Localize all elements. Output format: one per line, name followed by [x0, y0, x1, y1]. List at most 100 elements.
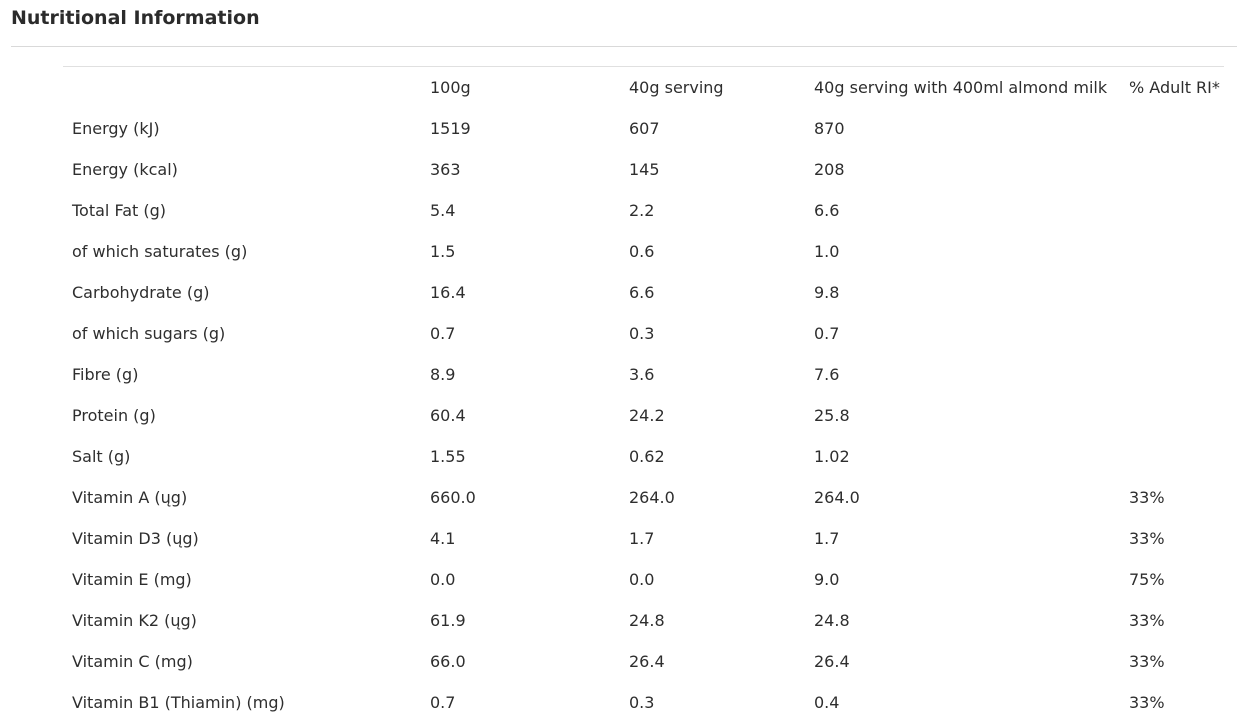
- table-row: Fibre (g) 8.9 3.6 7.6: [63, 354, 1224, 395]
- header-serving-with-milk: 40g serving with 400ml almond milk: [814, 78, 1108, 97]
- value-per-100g-cell: 60.4: [430, 406, 466, 425]
- value-per-serving-cell: 607: [629, 119, 660, 138]
- table-row: Vitamin A (ųg) 660.0 264.0 264.0 33%: [63, 477, 1224, 518]
- header-per-100g: 100g: [430, 78, 471, 97]
- nutrition-table-body: Energy (kJ) 1519 607 870 Energy (kcal) 363 145…: [63, 108, 1224, 723]
- table-row: Vitamin D3 (ųg) 4.1 1.7 1.7 33%: [63, 518, 1224, 559]
- value-per-serving-cell: 0.6: [629, 242, 655, 261]
- value-per-serving-cell: 0.3: [629, 324, 655, 343]
- table-row: Total Fat (g) 5.4 2.2 6.6: [63, 190, 1224, 231]
- value-per-100g-cell: 16.4: [430, 283, 466, 302]
- table-row: Vitamin B1 (Thiamin) (mg) 0.7 0.3 0.4 33%: [63, 682, 1224, 723]
- value-adult-ri-cell: [1120, 354, 1224, 395]
- value-adult-ri-cell: [1120, 436, 1224, 477]
- header-adult-ri: % Adult RI*: [1129, 78, 1220, 97]
- value-serving-with-milk-cell: 6.6: [814, 201, 840, 220]
- value-adult-ri-cell: [1120, 395, 1224, 436]
- value-per-100g-cell: 0.0: [430, 570, 456, 589]
- value-serving-with-milk-cell: 9.8: [814, 283, 840, 302]
- nutrient-name-cell: Vitamin C (mg): [72, 652, 193, 671]
- value-serving-with-milk-cell: 1.02: [814, 447, 850, 466]
- nutrient-name-cell: Vitamin K2 (ųg): [72, 611, 197, 630]
- section-title: Nutritional Information: [11, 7, 260, 29]
- value-per-serving-cell: 0.62: [629, 447, 665, 466]
- nutrient-name-cell: Vitamin D3 (ųg): [72, 529, 199, 548]
- value-serving-with-milk-cell: 0.7: [814, 324, 840, 343]
- value-per-100g-cell: 1.5: [430, 242, 456, 261]
- value-adult-ri-cell: [1120, 108, 1224, 149]
- table-header-row: 100g 40g serving 40g serving with 400ml …: [63, 67, 1224, 108]
- nutrient-name-cell: Carbohydrate (g): [72, 283, 210, 302]
- nutrient-name-cell: Total Fat (g): [72, 201, 166, 220]
- value-per-100g-cell: 660.0: [430, 488, 476, 507]
- table-row: Protein (g) 60.4 24.2 25.8: [63, 395, 1224, 436]
- value-serving-with-milk-cell: 1.7: [814, 529, 840, 548]
- value-per-serving-cell: 24.8: [629, 611, 665, 630]
- nutrient-name-cell: Energy (kJ): [72, 119, 160, 138]
- value-serving-with-milk-cell: 264.0: [814, 488, 860, 507]
- value-per-serving-cell: 26.4: [629, 652, 665, 671]
- value-adult-ri-cell: [1120, 149, 1224, 190]
- nutrient-name-cell: Protein (g): [72, 406, 156, 425]
- table-top-divider: [63, 66, 1224, 67]
- table-row: Vitamin C (mg) 66.0 26.4 26.4 33%: [63, 641, 1224, 682]
- value-adult-ri-cell: [1120, 190, 1224, 231]
- value-serving-with-milk-cell: 24.8: [814, 611, 850, 630]
- value-per-serving-cell: 145: [629, 160, 660, 179]
- header-per-serving: 40g serving: [629, 78, 724, 97]
- value-per-100g-cell: 8.9: [430, 365, 456, 384]
- value-adult-ri-cell: 33%: [1129, 652, 1165, 671]
- table-row: Energy (kJ) 1519 607 870: [63, 108, 1224, 149]
- value-per-100g-cell: 66.0: [430, 652, 466, 671]
- value-serving-with-milk-cell: 7.6: [814, 365, 840, 384]
- value-per-100g-cell: 0.7: [430, 693, 456, 712]
- value-serving-with-milk-cell: 9.0: [814, 570, 840, 589]
- nutrition-table: 100g 40g serving 40g serving with 400ml …: [63, 67, 1224, 723]
- value-per-serving-cell: 2.2: [629, 201, 655, 220]
- value-per-100g-cell: 5.4: [430, 201, 456, 220]
- value-adult-ri-cell: 33%: [1129, 488, 1165, 507]
- value-adult-ri-cell: [1120, 313, 1224, 354]
- nutrient-name-cell: Vitamin E (mg): [72, 570, 192, 589]
- value-adult-ri-cell: 33%: [1129, 693, 1165, 712]
- value-serving-with-milk-cell: 0.4: [814, 693, 840, 712]
- nutrient-name-cell: of which sugars (g): [72, 324, 226, 343]
- table-row: Vitamin K2 (ųg) 61.9 24.8 24.8 33%: [63, 600, 1224, 641]
- value-per-100g-cell: 363: [430, 160, 461, 179]
- value-per-100g-cell: 4.1: [430, 529, 456, 548]
- title-divider: [11, 46, 1237, 47]
- nutrient-name-cell: Fibre (g): [72, 365, 139, 384]
- value-per-serving-cell: 264.0: [629, 488, 675, 507]
- value-per-serving-cell: 0.0: [629, 570, 655, 589]
- header-nutrient: [63, 67, 421, 108]
- value-adult-ri-cell: [1120, 231, 1224, 272]
- table-row: Energy (kcal) 363 145 208: [63, 149, 1224, 190]
- value-per-100g-cell: 1.55: [430, 447, 466, 466]
- value-serving-with-milk-cell: 870: [814, 119, 845, 138]
- value-per-serving-cell: 1.7: [629, 529, 655, 548]
- table-row: of which sugars (g) 0.7 0.3 0.7: [63, 313, 1224, 354]
- nutrient-name-cell: Vitamin A (ųg): [72, 488, 188, 507]
- nutrition-table-container: 100g 40g serving 40g serving with 400ml …: [63, 66, 1224, 723]
- value-per-100g-cell: 61.9: [430, 611, 466, 630]
- value-serving-with-milk-cell: 1.0: [814, 242, 840, 261]
- value-per-serving-cell: 24.2: [629, 406, 665, 425]
- value-per-serving-cell: 3.6: [629, 365, 655, 384]
- value-adult-ri-cell: [1120, 272, 1224, 313]
- value-adult-ri-cell: 75%: [1129, 570, 1165, 589]
- value-serving-with-milk-cell: 26.4: [814, 652, 850, 671]
- nutrient-name-cell: Salt (g): [72, 447, 131, 466]
- value-serving-with-milk-cell: 25.8: [814, 406, 850, 425]
- nutrient-name-cell: Vitamin B1 (Thiamin) (mg): [72, 693, 285, 712]
- value-adult-ri-cell: 33%: [1129, 529, 1165, 548]
- table-row: Carbohydrate (g) 16.4 6.6 9.8: [63, 272, 1224, 313]
- table-row: of which saturates (g) 1.5 0.6 1.0: [63, 231, 1224, 272]
- value-per-100g-cell: 0.7: [430, 324, 456, 343]
- nutrient-name-cell: Energy (kcal): [72, 160, 178, 179]
- value-per-serving-cell: 0.3: [629, 693, 655, 712]
- nutrient-name-cell: of which saturates (g): [72, 242, 248, 261]
- value-adult-ri-cell: 33%: [1129, 611, 1165, 630]
- value-per-100g-cell: 1519: [430, 119, 471, 138]
- table-row: Salt (g) 1.55 0.62 1.02: [63, 436, 1224, 477]
- value-serving-with-milk-cell: 208: [814, 160, 845, 179]
